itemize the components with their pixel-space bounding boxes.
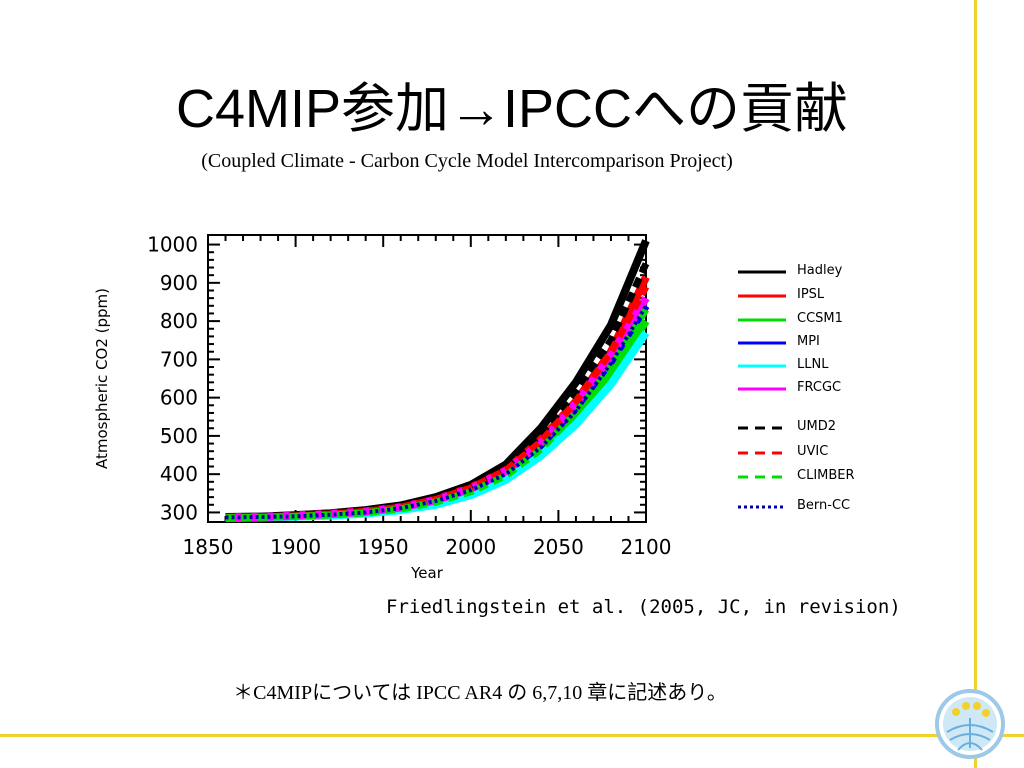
y-tick-label: 600 — [160, 386, 198, 410]
legend-label: MPI — [797, 334, 820, 349]
legend-label: CLIMBER — [797, 468, 855, 483]
citation-text: Friedlingstein et al. (2005, JC, in revi… — [386, 596, 901, 618]
y-tick-label: 500 — [160, 424, 198, 448]
x-axis-label: Year — [410, 564, 444, 582]
legend-label: LLNL — [797, 357, 829, 372]
y-tick-label: 1000 — [147, 233, 198, 257]
x-tick-label: 2000 — [445, 535, 496, 559]
x-tick-label: 2050 — [533, 535, 584, 559]
x-tick-label: 2100 — [621, 535, 672, 559]
legend-box — [722, 252, 906, 538]
slide-subtitle: (Coupled Climate - Carbon Cycle Model In… — [201, 150, 733, 172]
plot-area: 1850 1900 1950 2000 2050 2100 300 400 500 600 700 8… — [93, 233, 671, 582]
legend-label: Hadley — [797, 263, 843, 278]
legend-label: UVIC — [797, 444, 828, 459]
legend-label: CCSM1 — [797, 311, 843, 326]
legend-label: FRCGC — [797, 380, 841, 395]
x-tick-label: 1900 — [270, 535, 321, 559]
y-axis-label: Atmospheric CO2 (ppm) — [93, 288, 111, 469]
decorative-vertical-line — [974, 0, 977, 768]
plot-frame — [207, 234, 647, 523]
decorative-horizontal-line — [0, 734, 1024, 737]
y-tick-label: 400 — [160, 462, 198, 486]
footnote-text: ＊C4MIPについては IPCC AR4 の 6,7,10 章に記述あり。 — [233, 682, 727, 704]
x-tick-label: 1950 — [358, 535, 409, 559]
y-tick-label: 800 — [160, 309, 198, 333]
globe-logo-icon — [935, 689, 1005, 759]
y-tick-label: 700 — [160, 347, 198, 371]
y-tick-label: 300 — [160, 500, 198, 524]
y-tick-label: 900 — [160, 271, 198, 295]
x-tick-label: 1850 — [183, 535, 234, 559]
legend-label: Bern-CC — [797, 498, 850, 513]
legend: Hadley IPSL CCSM1 MPI LLNL FRCGC UMD2 UVIC CLIMB… — [738, 263, 855, 513]
series-line — [225, 330, 650, 522]
slide-title: C4MIP参加→IPCCへの貢献 — [175, 79, 849, 139]
series-line — [225, 304, 648, 520]
legend-label: UMD2 — [797, 419, 836, 434]
legend-label: IPSL — [797, 287, 825, 302]
